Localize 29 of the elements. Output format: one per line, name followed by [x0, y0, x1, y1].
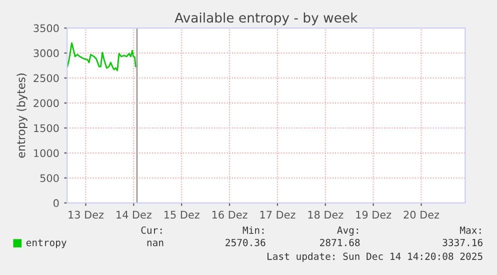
- x-tick-label: 15 Dez: [164, 210, 200, 219]
- x-tick-label: 20 Dez: [404, 210, 440, 219]
- text: 2570.36: [226, 238, 266, 246]
- line-series: [67, 42, 136, 72]
- y-tick-label: 0: [54, 199, 59, 208]
- text: 2871.68: [320, 238, 360, 246]
- y-axis-title: entropy (bytes): [16, 74, 28, 158]
- y-tick-label: 2000: [34, 99, 59, 108]
- text: 3337.16: [442, 238, 482, 246]
- text: Cur:: [141, 226, 162, 234]
- text: Max:: [460, 226, 481, 234]
- x-tick-label: 13 Dez: [68, 210, 104, 219]
- x-tick-label: 19 Dez: [356, 210, 392, 219]
- legend-label: entropy: [26, 239, 66, 248]
- text: Min:: [242, 226, 264, 234]
- x-tick-label: 16 Dez: [212, 210, 248, 219]
- y-tick-label: 2500: [34, 74, 59, 82]
- text: nan: [147, 240, 164, 246]
- chart-title: Available entropy - by week: [174, 12, 358, 26]
- y-tick-label: 3000: [34, 49, 59, 58]
- x-tick-label: 18 Dez: [308, 210, 344, 219]
- text: Last update: Sun Dec 14 14:20:08 2025: [268, 252, 482, 262]
- text: Avg:: [337, 226, 358, 236]
- y-tick-label: 1000: [34, 149, 59, 158]
- x-tick-label: 14 Dez: [116, 210, 152, 219]
- x-tick-label: 17 Dez: [260, 210, 296, 219]
- y-tick-label: 3500: [34, 24, 59, 32]
- y-tick-label: 500: [40, 174, 59, 182]
- y-tick-label: 1500: [34, 124, 59, 132]
